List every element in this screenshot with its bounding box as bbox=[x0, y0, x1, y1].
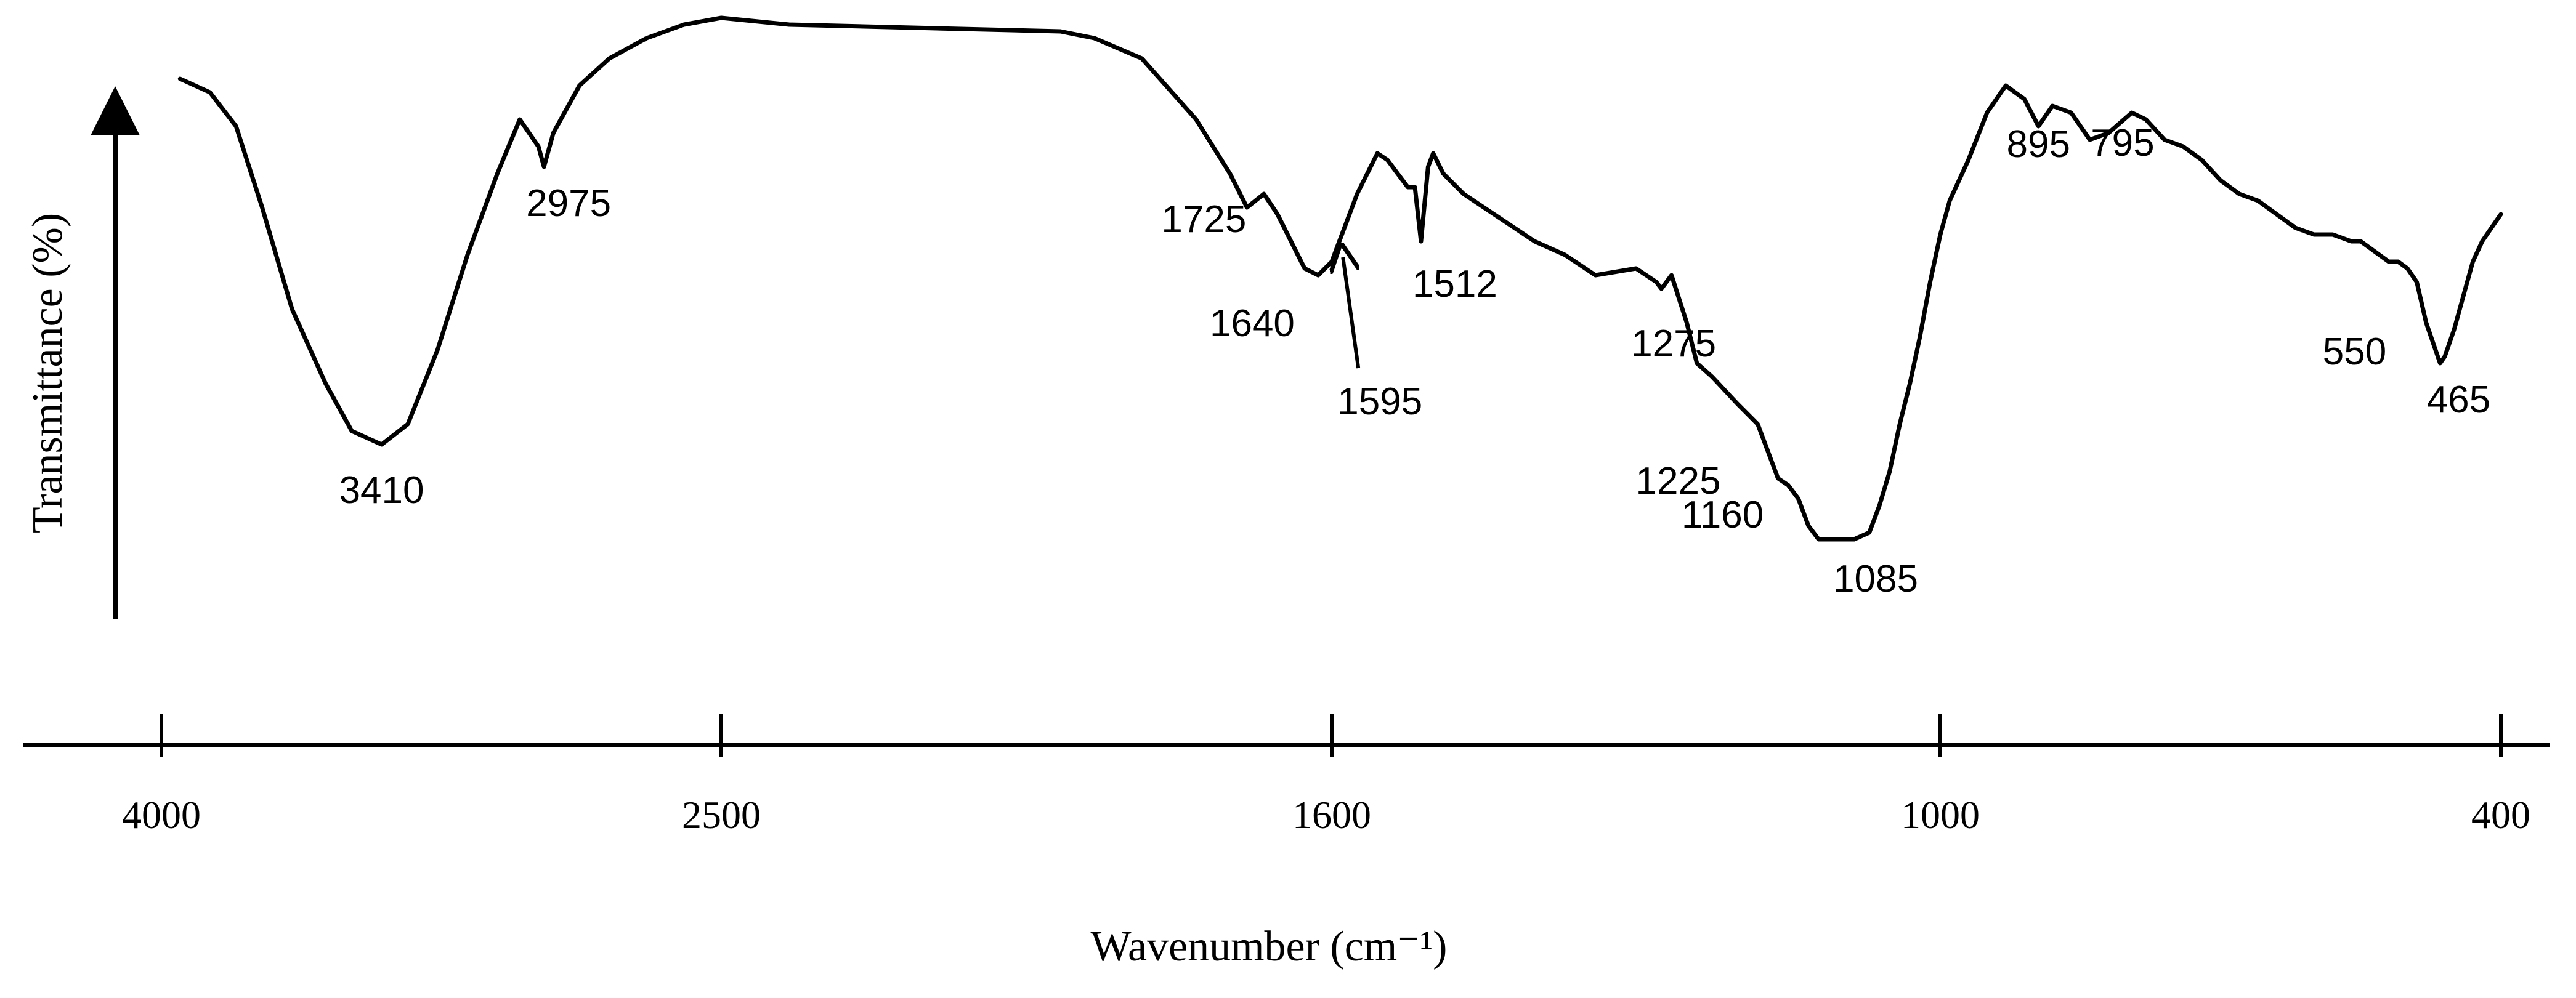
x-axis-ticks: 4000 2500 1600 1000 400 bbox=[122, 714, 2530, 837]
peak-label-1725: 1725 bbox=[1161, 198, 1246, 241]
peak-label-795: 795 bbox=[2091, 122, 2154, 164]
peak-label-550: 550 bbox=[2323, 331, 2386, 373]
peak-label-2975: 2975 bbox=[526, 182, 611, 225]
peak-label-1225: 1225 bbox=[1636, 460, 1721, 502]
y-axis-title: Transmittance (%) bbox=[24, 213, 71, 533]
x-tick-label-2500: 2500 bbox=[682, 793, 761, 837]
peak-label-1085: 1085 bbox=[1833, 558, 1918, 600]
x-tick-label-400: 400 bbox=[2471, 793, 2530, 837]
peak-label-895: 895 bbox=[2007, 123, 2070, 166]
peak-label-1595: 1595 bbox=[1337, 380, 1422, 423]
x-tick-label-4000: 4000 bbox=[122, 793, 201, 837]
peak-label-1275: 1275 bbox=[1631, 323, 1716, 365]
x-axis-title: Wavenumber (cm⁻¹) bbox=[1090, 923, 1447, 970]
peak-label-1640: 1640 bbox=[1210, 302, 1295, 345]
peak-label-1512: 1512 bbox=[1412, 263, 1497, 305]
x-tick-label-1000: 1000 bbox=[1901, 793, 1980, 837]
peak-label-3410: 3410 bbox=[339, 469, 424, 512]
peak-label-465: 465 bbox=[2427, 379, 2490, 421]
peak-label-1160: 1160 bbox=[1682, 494, 1764, 536]
peak-arrow-1595 bbox=[1343, 257, 1361, 369]
spectrum-line bbox=[177, 15, 2503, 542]
x-tick-label-1600: 1600 bbox=[1292, 793, 1371, 837]
